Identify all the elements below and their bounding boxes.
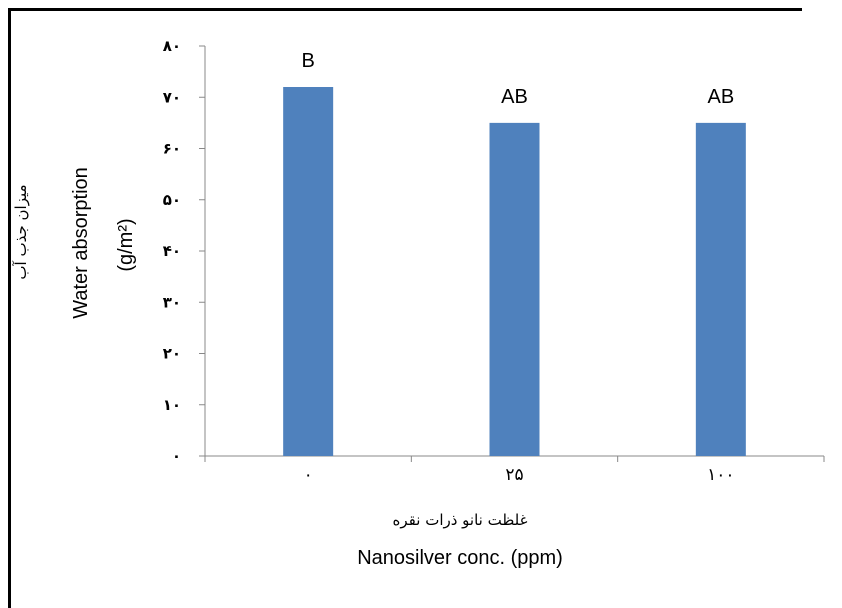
- y-tick-label: ۰: [172, 447, 181, 465]
- y-axis-title-fa: میزان جذب آب: [12, 184, 30, 279]
- y-axis-unit: (g/m²): [115, 218, 137, 271]
- y-tick-label: ۲۰: [163, 345, 181, 363]
- y-tick-label: ۱۰: [163, 396, 181, 414]
- y-tick-label: ۴۰: [163, 242, 181, 260]
- x-axis-title-fa: غلظت نانو ذرات نقره: [393, 511, 528, 529]
- bar-chart: B AB AB ۰ ۱۰ ۲۰ ۳۰ ۴۰ ۵۰ ۶۰ ۷۰ ۸۰ ۰ ۲۵ ۱۰۰ میزان جذب…: [12, 37, 825, 569]
- bars: [283, 87, 746, 456]
- y-axis-title: Water absorption: [70, 167, 92, 319]
- bar: [489, 122, 540, 456]
- bar: [283, 87, 334, 456]
- bar-data-label: AB: [501, 86, 528, 108]
- y-tick-label: ۷۰: [163, 88, 181, 106]
- y-tick-label: ۵۰: [163, 191, 181, 209]
- x-tick-label: ۱۰۰: [707, 465, 734, 485]
- x-ticks: ۰ ۲۵ ۱۰۰: [204, 456, 825, 485]
- bar-data-label: AB: [707, 86, 734, 108]
- x-tick-label: ۰: [304, 465, 313, 485]
- y-ticks: ۰ ۱۰ ۲۰ ۳۰ ۴۰ ۵۰ ۶۰ ۷۰ ۸۰: [163, 37, 205, 465]
- corner-mask: [802, 0, 842, 30]
- y-tick-label: ۸۰: [163, 37, 181, 55]
- data-labels: B AB AB: [301, 50, 734, 108]
- bar: [695, 122, 746, 456]
- y-tick-label: ۶۰: [163, 140, 181, 158]
- x-axis-title: Nanosilver conc. (ppm): [357, 547, 563, 569]
- chart-frame: [8, 8, 842, 608]
- x-tick-label: ۲۵: [505, 465, 523, 485]
- y-tick-label: ۳۰: [163, 293, 181, 311]
- bar-data-label: B: [301, 50, 314, 72]
